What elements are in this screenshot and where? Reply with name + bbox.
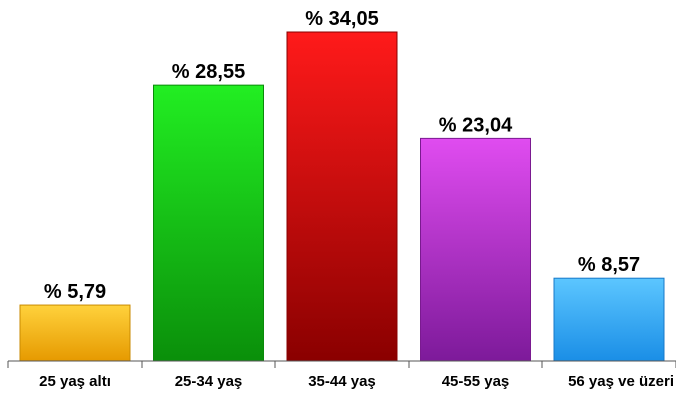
- category-label-0: 25 yaş altı: [39, 373, 111, 390]
- x-axis-ticks: [7, 361, 676, 368]
- value-label-1: % 28,55: [172, 61, 245, 83]
- category-label-3: 45-55 yaş: [442, 373, 510, 390]
- bar-0: [19, 304, 131, 362]
- category-label-2: 35-44 yaş: [308, 373, 376, 390]
- bar-4: [553, 277, 665, 362]
- value-label-0: % 5,79: [44, 281, 106, 303]
- value-labels-group: % 5,79 % 28,55 % 34,05 % 23,04 % 8,57: [44, 8, 640, 303]
- category-label-4: 56 yaş ve üzeri: [568, 373, 674, 390]
- bar-3: [420, 137, 531, 362]
- value-label-4: % 8,57: [578, 254, 640, 276]
- bars-group: [19, 31, 665, 362]
- category-labels-group: 25 yaş altı 25-34 yaş 35-44 yaş 45-55 yaş 56…: [39, 373, 674, 390]
- value-label-2: % 34,05: [305, 8, 378, 30]
- bar-2: [286, 31, 398, 362]
- value-label-3: % 23,04: [439, 114, 513, 136]
- bar-1: [153, 84, 264, 362]
- category-label-1: 25-34 yaş: [175, 373, 243, 390]
